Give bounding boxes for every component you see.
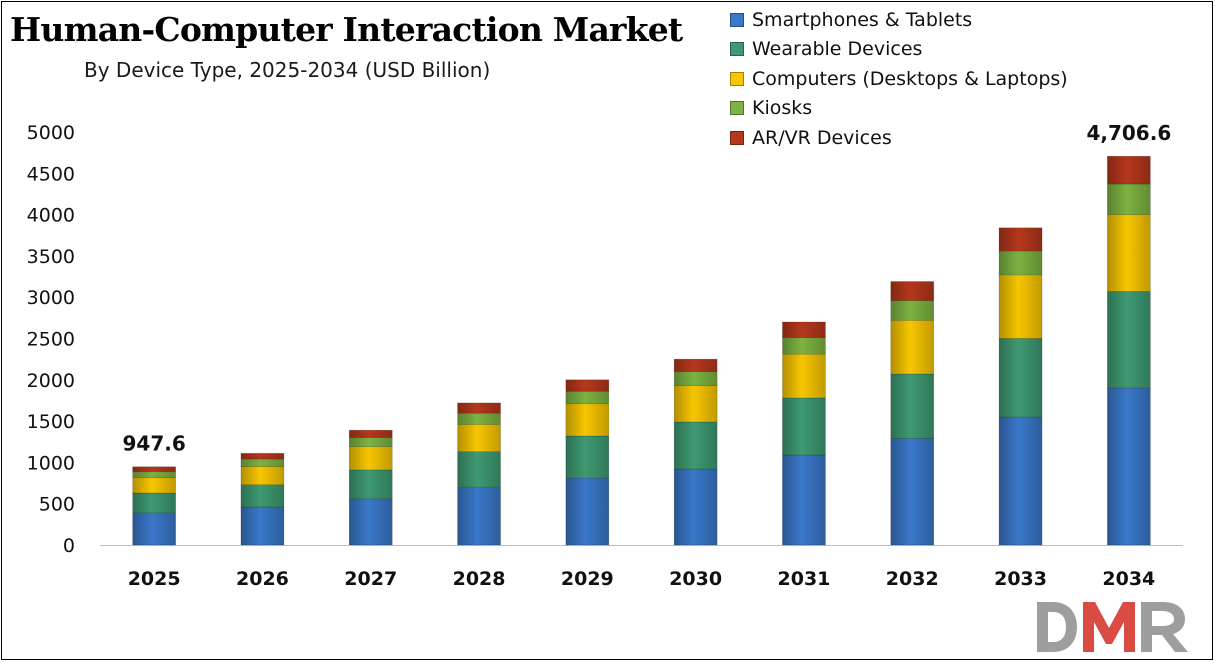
bar-segment (348, 429, 393, 438)
bar-segment (565, 403, 610, 437)
bar-segment (457, 424, 501, 452)
x-tick-label: 2031 (778, 568, 831, 590)
bar-segment (240, 484, 285, 508)
x-tick-label: 2025 (128, 568, 181, 590)
x-tick-label: 2033 (994, 568, 1047, 590)
x-tick-label: 2029 (561, 568, 614, 590)
bar-segment (348, 498, 393, 546)
y-tick-label: 1000 (27, 452, 75, 474)
legend-swatch-arvr (730, 130, 744, 145)
bar-segment (782, 454, 826, 546)
bar-segment (673, 468, 718, 546)
bar-segment (782, 397, 826, 456)
bar-segment (457, 412, 501, 425)
bar-segment (782, 321, 826, 338)
dmr-logo-mark (1037, 602, 1188, 652)
legend-item-arvr: AR/VR Devices (730, 123, 1068, 153)
bar-segment (782, 337, 826, 355)
bar-segment (348, 469, 393, 500)
bar-segment (240, 466, 285, 486)
dmr-logo (1037, 602, 1188, 652)
bar-segment (1107, 387, 1151, 546)
y-tick-label: 2000 (27, 370, 75, 392)
bar-segment (890, 300, 935, 321)
chart-legend: Smartphones & Tablets Wearable Devices C… (730, 5, 1068, 153)
bar-segment (132, 471, 176, 478)
legend-label-kiosks: Kiosks (752, 97, 813, 120)
bar-segment (1107, 291, 1151, 389)
y-tick-label: 0 (63, 535, 75, 557)
x-tick-label: 2026 (236, 568, 289, 590)
bar-segment (998, 274, 1043, 339)
bar-segment (998, 416, 1043, 546)
legend-swatch-smartphones (730, 12, 744, 27)
bar-segment (132, 466, 176, 473)
bar-segment (565, 435, 610, 479)
legend-label-computers: Computers (Desktops & Laptops) (752, 67, 1068, 90)
bar-segment (1107, 155, 1151, 185)
bar-segment (457, 402, 501, 414)
bar-segment (673, 421, 718, 470)
bar-segment (673, 371, 718, 386)
y-tick-label: 500 (39, 494, 75, 516)
y-tick-label: 2500 (27, 329, 75, 351)
bar-segment (457, 451, 501, 488)
bar-segment (673, 385, 718, 423)
bar-segment (890, 320, 935, 375)
legend-label-arvr: AR/VR Devices (752, 126, 892, 149)
bar-segment (673, 358, 718, 372)
y-tick-label: 5000 (27, 122, 75, 144)
bar-segment (890, 373, 935, 439)
bar-segment (348, 446, 393, 471)
x-tick-label: 2028 (453, 568, 506, 590)
bar-segment (1107, 183, 1151, 215)
y-tick-label: 4500 (27, 163, 75, 185)
bar-segment (457, 486, 501, 546)
bar-segment (998, 250, 1043, 276)
y-tick-label: 3000 (27, 287, 75, 309)
data-label-total: 4,706.6 (1086, 121, 1171, 145)
legend-swatch-wearables (730, 42, 744, 57)
bar-segment (348, 437, 393, 448)
legend-item-smartphones: Smartphones & Tablets (730, 5, 1068, 35)
legend-item-computers: Computers (Desktops & Laptops) (730, 64, 1068, 94)
legend-label-wearables: Wearable Devices (752, 38, 923, 61)
x-tick-label: 2032 (886, 568, 939, 590)
legend-item-kiosks: Kiosks (730, 94, 1068, 124)
bar-segment (132, 492, 176, 514)
legend-item-wearables: Wearable Devices (730, 35, 1068, 65)
x-tick-label: 2027 (344, 568, 397, 590)
y-tick-label: 4000 (27, 205, 75, 227)
bar-segment (240, 458, 285, 467)
bar-segment (132, 512, 176, 546)
bar-segment (240, 506, 285, 546)
bar-segment (890, 281, 935, 301)
bar-segment (565, 477, 610, 546)
y-tick-label: 1500 (27, 411, 75, 433)
chart-subtitle: By Device Type, 2025-2034 (USD Billion) (84, 58, 491, 82)
x-tick-label: 2030 (669, 568, 722, 590)
legend-swatch-computers (730, 71, 744, 86)
bar-segment (240, 453, 285, 460)
bar-segment (782, 353, 826, 399)
x-tick-label: 2034 (1102, 568, 1155, 590)
y-tick-label: 3500 (27, 246, 75, 268)
bar-segment (998, 227, 1043, 252)
bar-segment (565, 391, 610, 405)
bar-segment (890, 438, 935, 546)
data-label-total: 947.6 (123, 432, 186, 456)
legend-label-smartphones: Smartphones & Tablets (752, 8, 973, 31)
bar-segment (565, 379, 610, 392)
bar-segment (998, 338, 1043, 418)
bar-segment (132, 477, 176, 494)
bar-segment (1107, 214, 1151, 292)
legend-swatch-kiosks (730, 101, 744, 116)
chart-title: Human-Computer Interaction Market (10, 10, 683, 49)
